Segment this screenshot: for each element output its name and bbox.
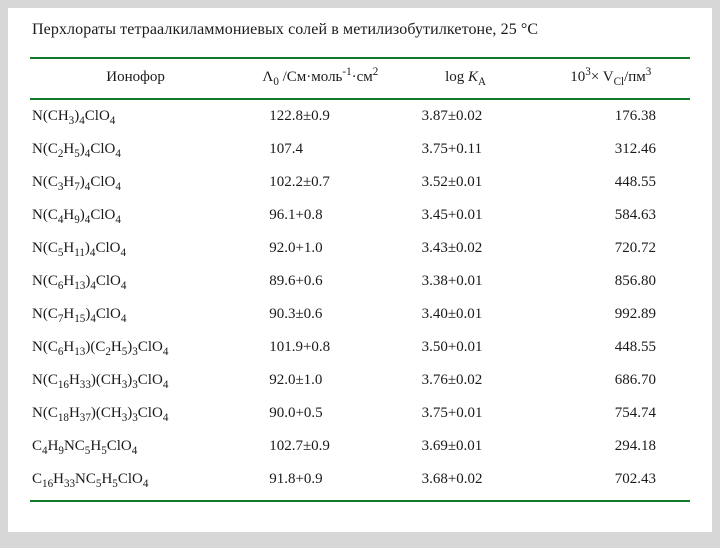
table-cell: 3.50+0.01 [400, 331, 532, 364]
table-cell: 101.9+0.8 [241, 331, 399, 364]
table-cell: N(C6H13)(C2H5)3ClO4 [30, 331, 241, 364]
table-cell: 90.3±0.6 [241, 298, 399, 331]
table-cell: N(C2H5)4ClO4 [30, 133, 241, 166]
table-cell: 91.8+0.9 [241, 463, 399, 501]
table-row: C16H33NC5H5ClO491.8+0.93.68+0.02702.43 [30, 463, 690, 501]
table-cell: 3.69±0.01 [400, 430, 532, 463]
table-cell: 3.45+0.01 [400, 199, 532, 232]
table-cell: 102.7±0.9 [241, 430, 399, 463]
table-cell: N(C6H13)4ClO4 [30, 265, 241, 298]
table-cell: N(C18H37)(CH3)3ClO4 [30, 397, 241, 430]
table-cell: N(C7H15)4ClO4 [30, 298, 241, 331]
data-table: Ионофор Λ0 /См·моль-1·см2 log KA 103× VC… [30, 57, 690, 502]
table-row: C4H9NC5H5ClO4102.7±0.93.69±0.01294.18 [30, 430, 690, 463]
table-cell: 3.75+0.01 [400, 397, 532, 430]
table-cell: 702.43 [532, 463, 690, 501]
table-cell: 102.2±0.7 [241, 166, 399, 199]
table-row: N(C5H11)4ClO492.0+1.03.43±0.02720.72 [30, 232, 690, 265]
table-cell: 92.0+1.0 [241, 232, 399, 265]
table-cell: 3.43±0.02 [400, 232, 532, 265]
col-header-lambda0: Λ0 /См·моль-1·см2 [241, 58, 399, 99]
col-header-vcl: 103× VCl/пм3 [532, 58, 690, 99]
table-cell: 992.89 [532, 298, 690, 331]
table-cell: C4H9NC5H5ClO4 [30, 430, 241, 463]
table-cell: 3.75+0.11 [400, 133, 532, 166]
table-cell: 96.1+0.8 [241, 199, 399, 232]
table-cell: 686.70 [532, 364, 690, 397]
table-cell: 3.68+0.02 [400, 463, 532, 501]
table-cell: N(CH3)4ClO4 [30, 99, 241, 133]
table-cell: 584.63 [532, 199, 690, 232]
col-header-ionophore: Ионофор [30, 58, 241, 99]
table-row: N(C6H13)(C2H5)3ClO4101.9+0.83.50+0.01448… [30, 331, 690, 364]
table-cell: 720.72 [532, 232, 690, 265]
table-cell: 3.40±0.01 [400, 298, 532, 331]
table-row: N(C2H5)4ClO4107.43.75+0.11312.46 [30, 133, 690, 166]
table-cell: 3.76±0.02 [400, 364, 532, 397]
table-body: N(CH3)4ClO4122.8±0.93.87±0.02176.38N(C2H… [30, 99, 690, 501]
table-cell: 107.4 [241, 133, 399, 166]
table-cell: N(C3H7)4ClO4 [30, 166, 241, 199]
page-card: Перхлораты тетраалкиламмониевых солей в … [8, 8, 712, 532]
table-row: N(C4H9)4ClO496.1+0.83.45+0.01584.63 [30, 199, 690, 232]
table-cell: N(C5H11)4ClO4 [30, 232, 241, 265]
table-cell: 90.0+0.5 [241, 397, 399, 430]
table-cell: 448.55 [532, 331, 690, 364]
table-cell: 312.46 [532, 133, 690, 166]
table-cell: 122.8±0.9 [241, 99, 399, 133]
table-cell: 3.52±0.01 [400, 166, 532, 199]
table-cell: 294.18 [532, 430, 690, 463]
table-cell: C16H33NC5H5ClO4 [30, 463, 241, 501]
table-row: N(C18H37)(CH3)3ClO490.0+0.53.75+0.01754.… [30, 397, 690, 430]
table-cell: 89.6+0.6 [241, 265, 399, 298]
table-cell: 754.74 [532, 397, 690, 430]
table-row: N(C7H15)4ClO490.3±0.63.40±0.01992.89 [30, 298, 690, 331]
table-row: N(C16H33)(CH3)3ClO492.0±1.03.76±0.02686.… [30, 364, 690, 397]
table-cell: 3.38+0.01 [400, 265, 532, 298]
table-cell: 448.55 [532, 166, 690, 199]
col-header-logka: log KA [400, 58, 532, 99]
table-cell: N(C16H33)(CH3)3ClO4 [30, 364, 241, 397]
table-cell: 92.0±1.0 [241, 364, 399, 397]
table-row: N(C6H13)4ClO489.6+0.63.38+0.01856.80 [30, 265, 690, 298]
table-row: N(C3H7)4ClO4102.2±0.73.52±0.01448.55 [30, 166, 690, 199]
table-cell: 856.80 [532, 265, 690, 298]
table-cell: N(C4H9)4ClO4 [30, 199, 241, 232]
table-cell: 3.87±0.02 [400, 99, 532, 133]
table-header-row: Ионофор Λ0 /См·моль-1·см2 log KA 103× VC… [30, 58, 690, 99]
table-row: N(CH3)4ClO4122.8±0.93.87±0.02176.38 [30, 99, 690, 133]
table-title: Перхлораты тетраалкиламмониевых солей в … [30, 18, 690, 57]
table-cell: 176.38 [532, 99, 690, 133]
